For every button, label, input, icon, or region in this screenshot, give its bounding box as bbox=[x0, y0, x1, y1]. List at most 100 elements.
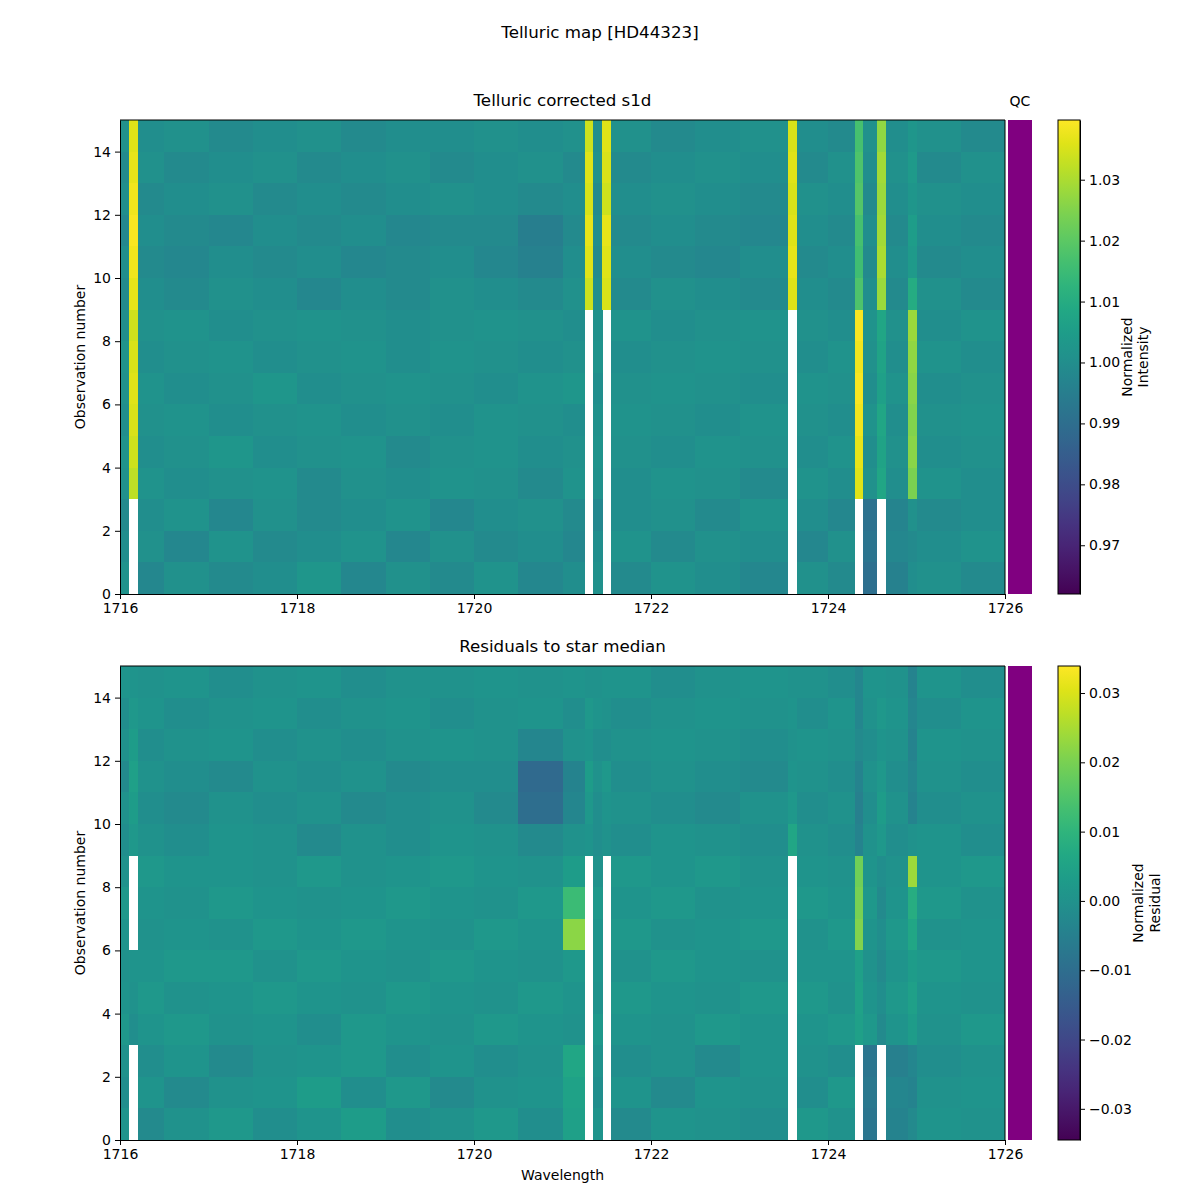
y-axis-tick: 2 bbox=[102, 1069, 120, 1085]
heatmap-cell bbox=[961, 856, 1005, 888]
heatmap-cell bbox=[961, 1077, 1005, 1109]
heatmap-cell bbox=[209, 950, 254, 982]
heatmap-cell bbox=[863, 1014, 877, 1046]
heatmap-cell bbox=[120, 824, 129, 856]
heatmap-cell bbox=[386, 499, 431, 531]
heatmap-cell bbox=[209, 310, 254, 342]
heatmap-cell bbox=[430, 950, 475, 982]
heatmap-cell bbox=[297, 499, 342, 531]
heatmap-cell bbox=[651, 152, 696, 184]
qc-bar bbox=[1008, 120, 1032, 594]
heatmap-cell bbox=[386, 246, 431, 278]
y-axis-tick-mark bbox=[115, 824, 120, 825]
heatmap-cell bbox=[474, 1014, 519, 1046]
heatmap-cell bbox=[341, 1108, 386, 1140]
heatmap-cell bbox=[430, 856, 475, 888]
heatmap-cell bbox=[474, 341, 519, 373]
heatmap-cell bbox=[585, 215, 594, 247]
heatmap-cell bbox=[430, 341, 475, 373]
heatmap-cell bbox=[563, 919, 585, 951]
heatmap-cell bbox=[695, 761, 740, 793]
heatmap-cell bbox=[695, 183, 740, 215]
x-axis-tick-label: 1726 bbox=[988, 1146, 1024, 1162]
colorbar-axis: 0.970.980.991.001.011.021.03 bbox=[1080, 121, 1120, 595]
heatmap-cell bbox=[120, 919, 129, 951]
y-axis-tick-label: 10 bbox=[93, 270, 111, 286]
heatmap-cell bbox=[253, 310, 298, 342]
heatmap-cell bbox=[593, 278, 602, 310]
heatmap-cell bbox=[886, 950, 908, 982]
heatmap-cell bbox=[474, 698, 519, 730]
heatmap-cell bbox=[430, 246, 475, 278]
heatmap-cell bbox=[886, 666, 908, 698]
y-axis-line bbox=[120, 121, 121, 595]
heatmap-cell bbox=[430, 404, 475, 436]
colorbar-axis-tick-label: −0.03 bbox=[1089, 1101, 1132, 1117]
heatmap-cell bbox=[430, 215, 475, 247]
heatmap-cell bbox=[129, 310, 138, 342]
heatmap-cell bbox=[518, 824, 563, 856]
heatmap-cell bbox=[611, 310, 651, 342]
heatmap-cell bbox=[797, 278, 828, 310]
heatmap-cell bbox=[563, 404, 585, 436]
heatmap-cell bbox=[253, 468, 298, 500]
heatmap-cell bbox=[908, 499, 917, 531]
heatmap-cell bbox=[164, 404, 209, 436]
heatmap-cell bbox=[129, 698, 138, 730]
colorbar-axis-tick-label: 1.02 bbox=[1089, 233, 1120, 249]
heatmap bbox=[120, 120, 1005, 594]
heatmap-cell bbox=[886, 1014, 908, 1046]
heatmap-cell bbox=[886, 698, 908, 730]
heatmap-cell bbox=[917, 436, 962, 468]
heatmap-cell bbox=[593, 373, 602, 405]
heatmap-cell bbox=[917, 982, 962, 1014]
heatmap-cell bbox=[253, 729, 298, 761]
heatmap-cell bbox=[908, 698, 917, 730]
colorbar-axis-tick-mark bbox=[1080, 832, 1085, 833]
heatmap-cell bbox=[164, 278, 209, 310]
heatmap-cell bbox=[917, 666, 962, 698]
heatmap-cell bbox=[651, 1077, 696, 1109]
heatmap-cell bbox=[961, 468, 1005, 500]
heatmap-cell bbox=[474, 499, 519, 531]
heatmap-cell bbox=[253, 761, 298, 793]
heatmap-cell bbox=[563, 887, 585, 919]
heatmap-cell bbox=[253, 341, 298, 373]
heatmap-cell bbox=[886, 278, 908, 310]
heatmap-cell bbox=[740, 729, 789, 761]
heatmap-cell bbox=[740, 310, 789, 342]
heatmap-cell bbox=[297, 468, 342, 500]
heatmap-cell bbox=[908, 152, 917, 184]
heatmap-cell bbox=[297, 1045, 342, 1077]
heatmap-cell bbox=[297, 761, 342, 793]
heatmap-cell bbox=[593, 310, 602, 342]
heatmap-cell bbox=[695, 246, 740, 278]
y-axis-tick-label: 2 bbox=[102, 523, 111, 539]
heatmap-cell bbox=[611, 1045, 651, 1077]
heatmap-cell bbox=[877, 761, 886, 793]
heatmap-cell bbox=[164, 1045, 209, 1077]
y-axis-tick-mark bbox=[115, 341, 120, 342]
heatmap-cell bbox=[341, 310, 386, 342]
heatmap-cell bbox=[297, 919, 342, 951]
heatmap-cell bbox=[120, 562, 129, 594]
heatmap-cell bbox=[164, 246, 209, 278]
heatmap-cell bbox=[886, 761, 908, 793]
heatmap-cell bbox=[164, 698, 209, 730]
heatmap-cell bbox=[386, 1045, 431, 1077]
heatmap-cell bbox=[917, 120, 962, 152]
heatmap-cell bbox=[797, 215, 828, 247]
heatmap-cell bbox=[563, 499, 585, 531]
heatmap-cell bbox=[593, 856, 602, 888]
heatmap-cell bbox=[740, 341, 789, 373]
heatmap-cell bbox=[138, 215, 165, 247]
heatmap-cell bbox=[209, 919, 254, 951]
x-axis-tick-mark bbox=[297, 1140, 298, 1145]
heatmap-cell bbox=[651, 373, 696, 405]
x-axis-tick-label: 1716 bbox=[103, 600, 139, 616]
heatmap-cell bbox=[120, 792, 129, 824]
heatmap-cell bbox=[855, 856, 864, 888]
x-axis-tick: 1718 bbox=[280, 1140, 316, 1162]
heatmap-cell bbox=[120, 373, 129, 405]
heatmap-cell bbox=[877, 341, 886, 373]
